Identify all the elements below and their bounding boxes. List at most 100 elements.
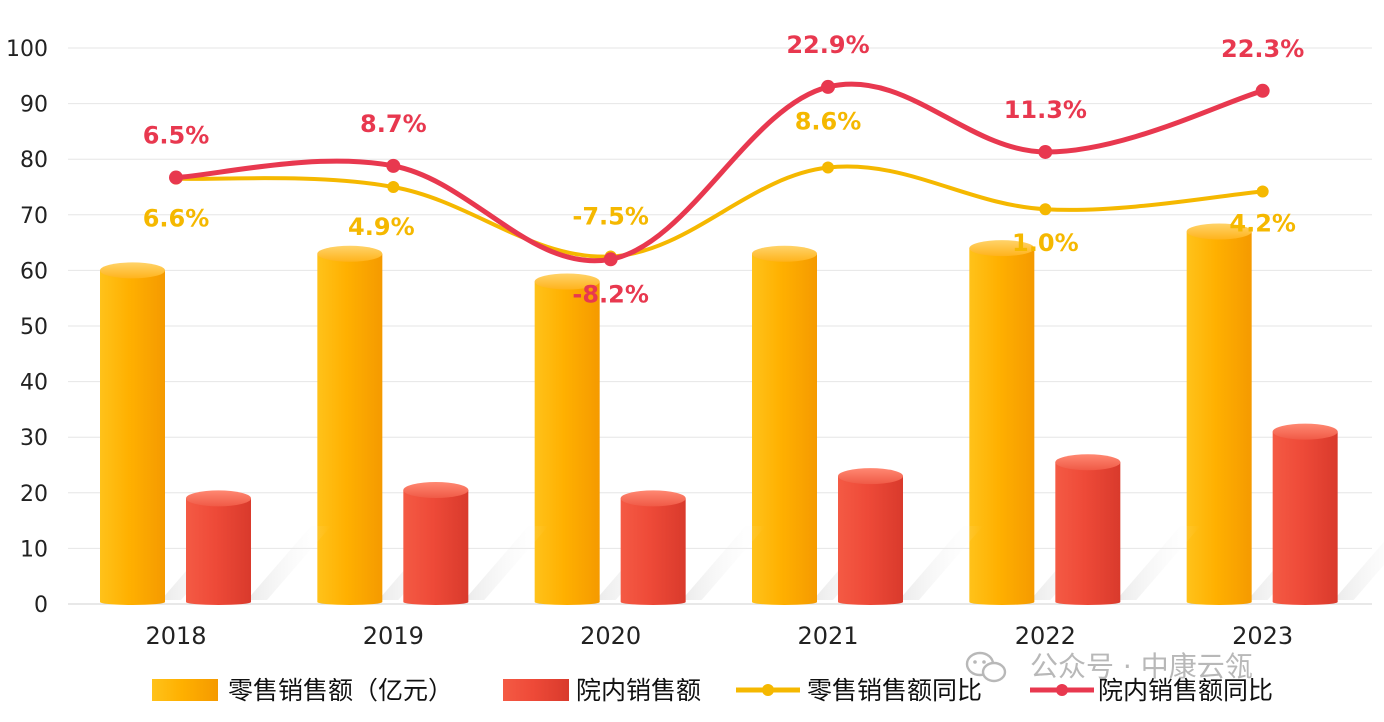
x-tick-label: 2018 <box>145 622 206 650</box>
line-point <box>603 252 618 267</box>
bar-body <box>620 498 686 605</box>
x-tick-label: 2021 <box>797 622 858 650</box>
legend: 零售销售额（亿元） 院内销售额 零售销售额同比 院内销售额同比 <box>152 676 1273 705</box>
bar-top <box>186 490 251 507</box>
data-labels: 6.6% 4.9% -7.5% 8.6% 1.0% 4.2% 6.5% 8.7% -8.2% 22… <box>143 31 1305 308</box>
line-point <box>1255 83 1270 98</box>
data-label: 4.9% <box>348 213 415 241</box>
x-tick-label: 2023 <box>1232 622 1293 650</box>
y-tick-label: 20 <box>20 482 48 507</box>
data-label: 8.6% <box>795 108 862 136</box>
bar-top <box>969 240 1035 257</box>
series-line <box>174 164 1265 259</box>
data-label: -7.5% <box>572 203 649 231</box>
legend-label: 零售销售额同比 <box>807 676 982 705</box>
bar-top <box>317 245 383 262</box>
bar-body <box>100 270 165 605</box>
bar-top <box>620 490 686 507</box>
line-point <box>1256 185 1269 198</box>
bar-top <box>403 482 469 499</box>
legend-label: 零售销售额（亿元） <box>228 676 453 705</box>
bar-hospital <box>1272 423 1384 605</box>
x-tick-label: 2022 <box>1015 622 1076 650</box>
bar-top <box>534 273 600 290</box>
data-label: 8.7% <box>360 110 427 138</box>
y-tick-label: 90 <box>20 93 48 118</box>
watermark: 公众号 · 中康云瓴 <box>965 650 1253 683</box>
bar-hospital <box>838 468 983 605</box>
y-axis: 0 10 20 30 40 50 60 70 80 90 100 <box>6 37 48 618</box>
data-label: 6.5% <box>143 122 210 150</box>
wechat-icon <box>965 651 1007 683</box>
bar-body <box>317 253 383 605</box>
bar-body <box>403 490 469 605</box>
y-tick-label: 40 <box>20 371 48 396</box>
grid-lines <box>68 47 1372 605</box>
bar-hospital <box>1055 454 1201 605</box>
bar-shadow <box>1116 526 1201 600</box>
bar-hospital <box>620 490 766 605</box>
bar-body <box>186 498 251 605</box>
legend-item: 院内销售额同比 <box>1030 676 1273 705</box>
y-tick-label: 70 <box>20 204 48 229</box>
legend-marker <box>1056 684 1068 696</box>
x-tick-label: 2020 <box>580 622 641 650</box>
y-tick-label: 80 <box>20 148 48 173</box>
bar-top <box>1272 423 1338 440</box>
data-label: 11.3% <box>1004 96 1087 124</box>
bar-body <box>534 281 600 605</box>
line-point <box>1039 203 1052 216</box>
bar-shadow <box>899 526 983 600</box>
bar-body <box>1055 462 1121 605</box>
bar-top <box>1055 454 1121 471</box>
legend-swatch <box>152 679 218 701</box>
bar-hospital <box>403 482 549 605</box>
data-label: 22.3% <box>1221 35 1304 63</box>
data-label: 22.9% <box>786 31 869 59</box>
bar-shadow <box>464 526 549 600</box>
data-label: 4.2% <box>1229 209 1296 237</box>
data-label: -8.2% <box>572 280 649 308</box>
x-axis: 2018 2019 2020 2021 2022 2023 <box>145 622 1293 650</box>
line-point <box>821 79 835 94</box>
series-line <box>173 81 1266 264</box>
bar-shadow <box>681 526 766 600</box>
y-tick-label: 0 <box>34 593 48 618</box>
y-tick-label: 30 <box>20 426 48 451</box>
y-tick-label: 60 <box>20 259 48 284</box>
legend-marker <box>762 684 774 696</box>
bar-shadow <box>247 526 331 600</box>
legend-item: 零售销售额（亿元） <box>152 676 453 705</box>
line-point <box>387 181 400 193</box>
bar-top <box>100 262 165 279</box>
legend-swatch <box>503 679 569 701</box>
y-tick-label: 10 <box>20 537 48 562</box>
bar-hospital <box>186 490 331 605</box>
legend-label: 院内销售额同比 <box>1098 676 1273 705</box>
bar-top <box>752 245 817 262</box>
data-label: 1.0% <box>1012 229 1079 257</box>
bar-body <box>838 476 903 605</box>
bar-body <box>969 248 1035 605</box>
legend-item: 零售销售额同比 <box>736 676 982 705</box>
x-tick-label: 2019 <box>363 622 424 650</box>
bar-body <box>1272 431 1338 605</box>
y-tick-label: 100 <box>6 37 48 62</box>
y-tick-label: 50 <box>20 315 48 340</box>
bar-shadow <box>1333 541 1384 600</box>
watermark-text: 公众号 · 中康云瓴 <box>1030 650 1253 683</box>
line-point <box>386 158 401 173</box>
line-point <box>1038 144 1053 159</box>
bar-top <box>1186 223 1252 240</box>
line-hospital-yoy <box>169 79 1270 267</box>
legend-label: 院内销售额 <box>576 676 701 705</box>
legend-item: 院内销售额 <box>503 676 701 705</box>
bars <box>100 223 1384 606</box>
bar-body <box>752 253 817 605</box>
data-label: 6.6% <box>143 205 210 233</box>
bar-body <box>1186 231 1252 606</box>
line-point <box>822 161 834 174</box>
bar-top <box>838 468 903 485</box>
line-point <box>169 170 183 185</box>
